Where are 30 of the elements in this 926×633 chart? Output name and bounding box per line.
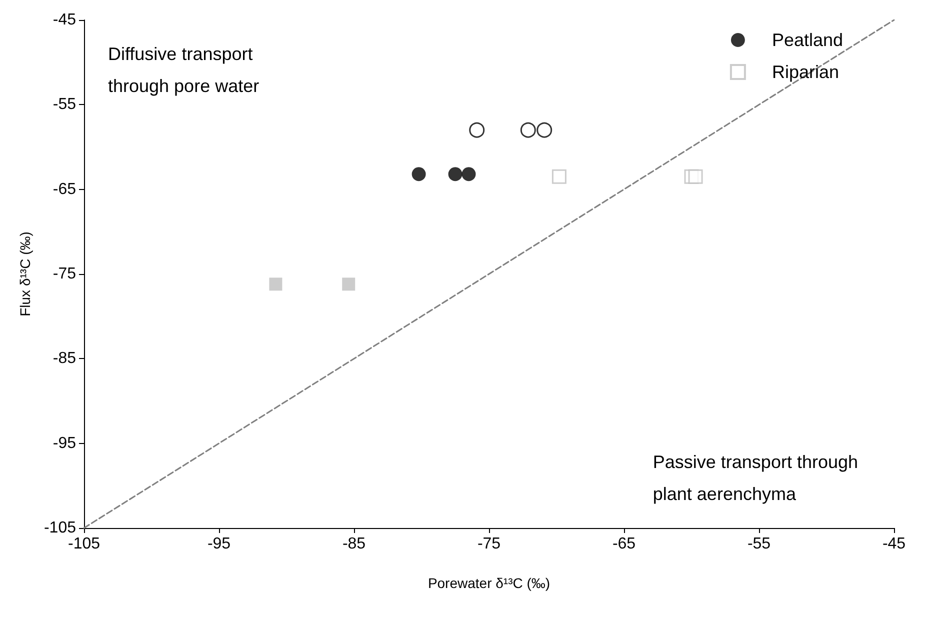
- annotation: Passive transport through plant aerenchyma: [652, 452, 858, 504]
- legend-label: Riparian: [772, 62, 839, 82]
- x-axis-title: Porewater δ¹³C (‰): [428, 575, 550, 591]
- x-tick-label: -45: [882, 536, 906, 552]
- point: [269, 278, 282, 291]
- y-tick-label: -95: [52, 434, 76, 452]
- x-tick-label: -105: [68, 536, 100, 552]
- y-axis-title: Flux δ¹³C (‰): [17, 232, 33, 316]
- annotation: Diffusive transport through pore water: [108, 44, 260, 96]
- point: [412, 167, 426, 182]
- y-tick-label: -85: [52, 350, 76, 368]
- point: [342, 278, 356, 291]
- point: [469, 122, 485, 138]
- point: [462, 167, 476, 182]
- x-tick-label: -85: [342, 536, 366, 552]
- y-tick-label: -65: [52, 180, 76, 198]
- y-tick-label: -75: [52, 266, 76, 282]
- y-tick-label: -45: [52, 12, 76, 28]
- point: [688, 169, 703, 184]
- point: [536, 122, 552, 138]
- x-tick-label: -95: [207, 536, 231, 552]
- legend-label: Peatland: [772, 30, 844, 50]
- point: [552, 169, 566, 184]
- y-tick-label: -105: [44, 520, 76, 536]
- x-tick-label: -55: [747, 536, 771, 552]
- point: [448, 167, 462, 182]
- x-tick-label: -65: [612, 536, 636, 552]
- point: [520, 122, 536, 138]
- y-tick-label: -55: [52, 96, 76, 114]
- x-tick-label: -75: [477, 536, 501, 552]
